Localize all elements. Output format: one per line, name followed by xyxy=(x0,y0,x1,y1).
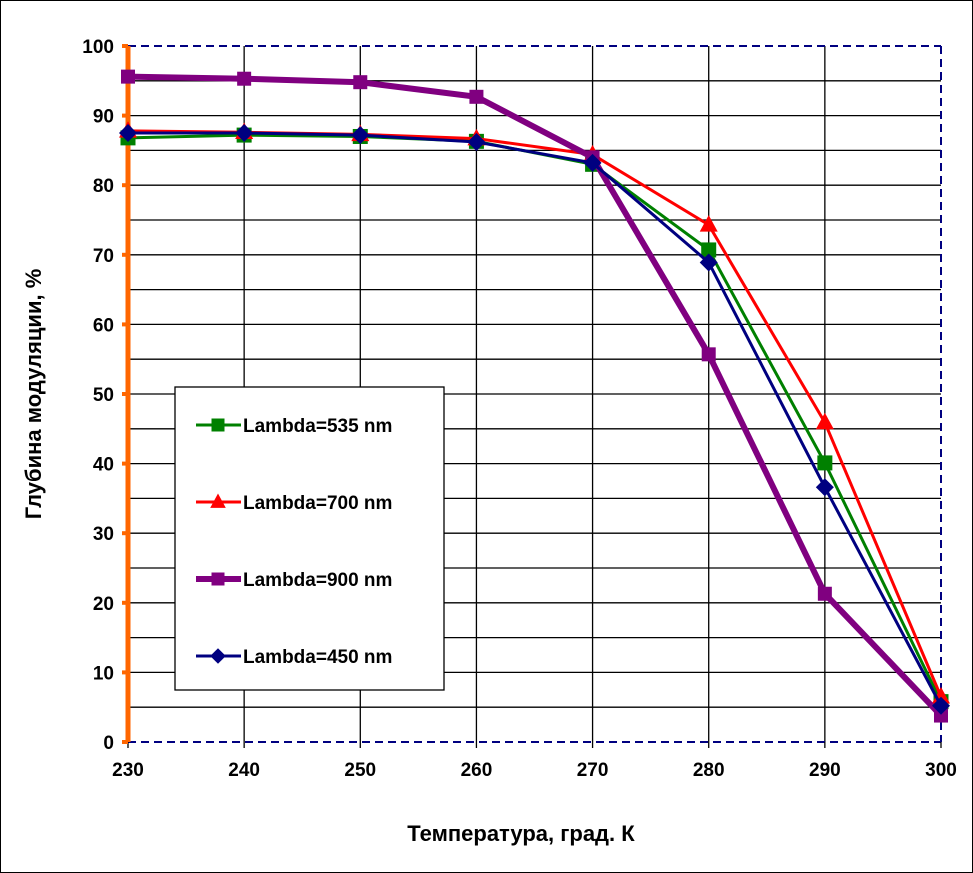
marker-triangle xyxy=(815,412,834,430)
marker-square xyxy=(469,89,484,104)
x-tick-label: 240 xyxy=(228,760,260,781)
marker-square xyxy=(211,572,225,586)
tick-labels: 0 10 20 30 40 50 60 70 80 90 100 230 240 250 260 270 280… xyxy=(82,37,957,781)
y-tick-label: 100 xyxy=(82,37,114,58)
y-tick-label: 20 xyxy=(93,594,114,615)
marker-square xyxy=(353,75,368,90)
legend-label: Lambda=535 nm xyxy=(243,416,392,437)
marker-triangle xyxy=(699,215,718,232)
marker-diamond xyxy=(699,253,718,272)
legend-item: Lambda=700 nm xyxy=(196,493,392,514)
y-tick-label: 60 xyxy=(93,315,114,336)
marker-diamond xyxy=(932,696,950,715)
legend-label: Lambda=900 nm xyxy=(243,570,392,591)
marker-diamond xyxy=(119,124,137,142)
legend-item: Lambda=535 nm xyxy=(196,416,392,437)
series-group xyxy=(119,69,950,723)
y-tick-label: 90 xyxy=(93,107,114,128)
marker-diamond xyxy=(210,648,226,664)
x-tick-label: 260 xyxy=(461,760,493,781)
series-line xyxy=(128,131,943,707)
marker-diamond xyxy=(815,478,834,497)
x-tick-label: 270 xyxy=(577,760,609,781)
series-lambda-900-nm xyxy=(121,69,948,723)
marker-diamond xyxy=(235,124,254,142)
legend-item: Lambda=450 nm xyxy=(196,647,392,668)
marker-square xyxy=(817,455,833,471)
marker-square xyxy=(701,242,717,258)
legend-box xyxy=(174,386,445,691)
marker-square xyxy=(934,708,948,723)
marker-square xyxy=(701,347,716,362)
y-tick-label: 10 xyxy=(93,663,114,684)
y-tick-label: 40 xyxy=(93,455,114,476)
x-tick-label: 300 xyxy=(925,760,957,781)
y-tick-label: 50 xyxy=(93,385,114,406)
series-lambda-450-nm xyxy=(119,124,950,715)
x-tick-label: 250 xyxy=(344,760,376,781)
marker-square xyxy=(817,586,832,601)
legend-label: Lambda=450 nm xyxy=(243,647,392,668)
x-tick-label: 230 xyxy=(112,760,144,781)
legend-label: Lambda=700 nm xyxy=(243,493,392,514)
x-axis-label: Температура, град. К xyxy=(407,821,635,846)
marker-diamond xyxy=(583,153,602,172)
legend-item: Lambda=900 nm xyxy=(196,570,392,591)
y-tick-label: 30 xyxy=(93,524,114,545)
y-tick-label: 0 xyxy=(103,733,114,754)
legend: Lambda=535 nm Lambda=700 nm Lambda=900 nm L… xyxy=(174,386,445,691)
marker-diamond xyxy=(351,126,370,145)
series-line xyxy=(127,73,944,718)
y-tick-label: 70 xyxy=(93,246,114,267)
x-tick-label: 290 xyxy=(809,760,841,781)
marker-square xyxy=(237,71,252,86)
x-tick-label: 280 xyxy=(693,760,725,781)
marker-diamond xyxy=(467,133,486,152)
axes xyxy=(122,44,942,748)
y-axis-label: Глубина модуляции, % xyxy=(21,269,46,520)
marker-triangle xyxy=(210,493,226,508)
marker-square xyxy=(211,418,225,432)
y-tick-label: 80 xyxy=(93,176,114,197)
marker-square xyxy=(121,69,135,84)
